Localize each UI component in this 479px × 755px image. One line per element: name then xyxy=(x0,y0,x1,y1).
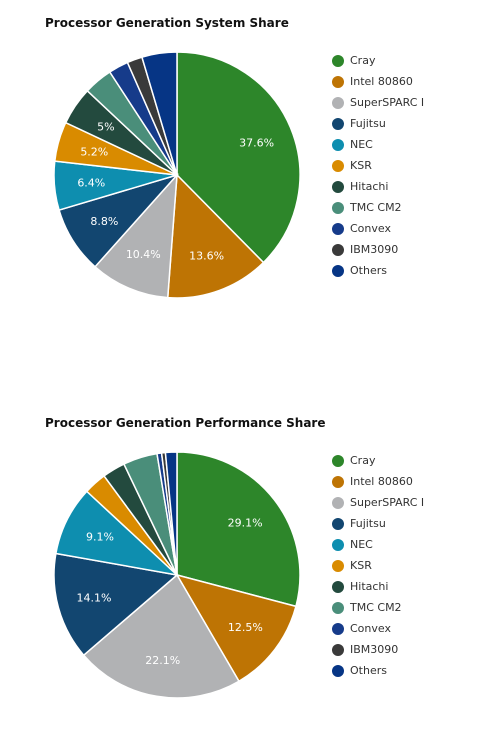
legend-swatch xyxy=(332,222,344,235)
pie-slice-cray xyxy=(176,51,301,264)
legend-label: Fujitsu xyxy=(350,117,386,130)
legend-item-others: Others xyxy=(332,660,424,681)
legend-item-convex: Convex xyxy=(332,618,424,639)
legend-label: KSR xyxy=(350,559,372,572)
legend-label: SuperSPARC I xyxy=(350,96,425,109)
legend-label: SuperSPARC I xyxy=(350,496,425,509)
legend-swatch xyxy=(332,664,344,677)
legend-label: IBM3090 xyxy=(350,243,399,256)
slice-data-label: 22.1% xyxy=(145,654,180,667)
legend-item-hitachi: Hitachi xyxy=(332,176,424,197)
slice-data-label: 8.8% xyxy=(90,215,118,228)
legend-label: Cray xyxy=(350,54,376,67)
legend-swatch xyxy=(332,517,344,530)
slice-data-label: 12.5% xyxy=(228,621,263,634)
legend-swatch xyxy=(332,264,344,277)
performance-share-legend: Cray Intel 80860 SuperSPARC I Fujitsu NEC KSR… xyxy=(332,450,424,681)
legend-label: Hitachi xyxy=(350,180,389,193)
legend-label: Intel 80860 xyxy=(350,75,413,88)
legend-item-cray: Cray xyxy=(332,450,424,471)
legend-swatch xyxy=(332,475,344,488)
system-share-chart: Processor Generation System Share 37.6% 1… xyxy=(0,0,479,355)
legend-label: NEC xyxy=(350,138,373,151)
pie-slice-others xyxy=(141,51,178,176)
legend-item-intel-80860: Intel 80860 xyxy=(332,471,424,492)
legend-label: Convex xyxy=(350,222,391,235)
system-share-pie: 37.6% 13.6% 10.4% 8.8% 6.4% 5.2% 5% xyxy=(53,51,301,299)
legend-label: Fujitsu xyxy=(350,517,386,530)
slice-data-label: 5% xyxy=(97,121,114,134)
legend-item-hitachi: Hitachi xyxy=(332,576,424,597)
legend-swatch xyxy=(332,96,344,109)
chart-title: Processor Generation System Share xyxy=(45,16,289,30)
legend-swatch xyxy=(332,643,344,656)
legend-label: Convex xyxy=(350,622,391,635)
slice-data-label: 14.1% xyxy=(77,592,112,605)
legend-swatch xyxy=(332,538,344,551)
legend-item-ibm3090: IBM3090 xyxy=(332,239,424,260)
legend-label: TMC CM2 xyxy=(350,201,402,214)
legend-swatch xyxy=(332,75,344,88)
legend-swatch xyxy=(332,580,344,593)
legend-item-fujitsu: Fujitsu xyxy=(332,513,424,534)
legend-label: KSR xyxy=(350,159,372,172)
legend-swatch xyxy=(332,138,344,151)
legend-label: TMC CM2 xyxy=(350,601,402,614)
legend-item-ksr: KSR xyxy=(332,155,424,176)
legend-item-cray: Cray xyxy=(332,50,424,71)
legend-swatch xyxy=(332,496,344,509)
legend-label: Others xyxy=(350,264,387,277)
legend-swatch xyxy=(332,159,344,172)
performance-share-pie: 29.1% 12.5% 22.1% 14.1% 9.1% xyxy=(53,451,301,699)
legend-item-ksr: KSR xyxy=(332,555,424,576)
legend-label: Others xyxy=(350,664,387,677)
legend-item-supersparc-i: SuperSPARC I xyxy=(332,92,424,113)
legend-item-convex: Convex xyxy=(332,218,424,239)
legend-swatch xyxy=(332,117,344,130)
slice-data-label: 10.4% xyxy=(126,248,161,261)
legend-swatch xyxy=(332,201,344,214)
chart-title: Processor Generation Performance Share xyxy=(45,416,326,430)
system-share-legend: Cray Intel 80860 SuperSPARC I Fujitsu NEC KSR… xyxy=(332,50,424,281)
pie-slice-supersparc-i xyxy=(82,573,240,699)
legend-item-intel-80860: Intel 80860 xyxy=(332,71,424,92)
legend-swatch xyxy=(332,622,344,635)
legend-label: Cray xyxy=(350,454,376,467)
legend-swatch xyxy=(332,243,344,256)
pie-slice-intel-80860 xyxy=(175,573,297,683)
legend-item-tmc-cm2: TMC CM2 xyxy=(332,197,424,218)
legend-item-others: Others xyxy=(332,260,424,281)
legend-item-nec: NEC xyxy=(332,134,424,155)
legend-swatch xyxy=(332,454,344,467)
slice-data-label: 5.2% xyxy=(80,146,108,159)
performance-share-chart: Processor Generation Performance Share 2… xyxy=(0,400,479,755)
pie-slice-intel-80860 xyxy=(166,173,265,299)
legend-item-tmc-cm2: TMC CM2 xyxy=(332,597,424,618)
legend-swatch xyxy=(332,559,344,572)
legend-label: NEC xyxy=(350,538,373,551)
pie-slice-others xyxy=(164,451,178,576)
pie-slice-cray xyxy=(176,451,301,608)
legend-swatch xyxy=(332,180,344,193)
pie-slice-supersparc-i xyxy=(94,172,178,299)
legend-item-supersparc-i: SuperSPARC I xyxy=(332,492,424,513)
legend-swatch xyxy=(332,601,344,614)
slice-data-label: 13.6% xyxy=(189,250,224,263)
legend-swatch xyxy=(332,54,344,67)
legend-label: Intel 80860 xyxy=(350,475,413,488)
legend-label: Hitachi xyxy=(350,580,389,593)
slice-data-label: 37.6% xyxy=(239,136,274,149)
slice-data-label: 29.1% xyxy=(228,517,263,530)
legend-label: IBM3090 xyxy=(350,643,399,656)
slice-data-label: 6.4% xyxy=(77,177,105,190)
legend-item-nec: NEC xyxy=(332,534,424,555)
legend-item-ibm3090: IBM3090 xyxy=(332,639,424,660)
legend-item-fujitsu: Fujitsu xyxy=(332,113,424,134)
pie-slice-fujitsu xyxy=(53,552,179,657)
slice-data-label: 9.1% xyxy=(86,531,114,544)
